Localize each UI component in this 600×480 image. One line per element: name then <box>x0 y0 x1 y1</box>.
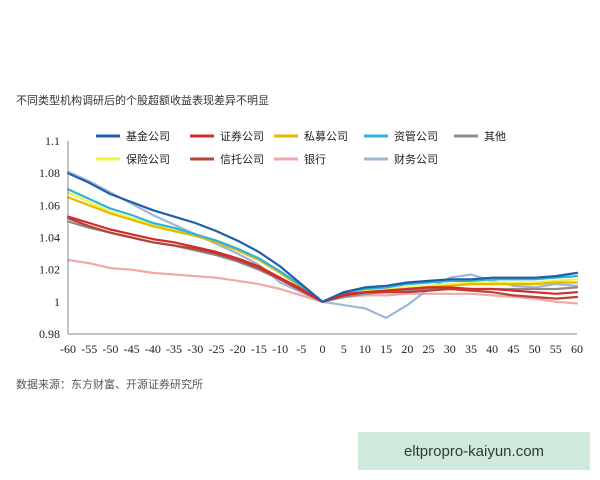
x-tick-label: 55 <box>550 342 562 356</box>
x-tick-label: 30 <box>444 342 456 356</box>
x-tick-label: -40 <box>145 342 161 356</box>
x-tick-label: -35 <box>166 342 182 356</box>
y-tick-label: 1.04 <box>39 231 60 245</box>
x-tick-label: -5 <box>296 342 306 356</box>
legend-label: 证券公司 <box>220 129 264 143</box>
x-tick-label: 50 <box>529 342 541 356</box>
x-tick-label: 45 <box>507 342 519 356</box>
x-tick-label: -20 <box>230 342 246 356</box>
legend-label: 私募公司 <box>304 130 348 143</box>
legend-label: 财务公司 <box>394 152 438 166</box>
x-tick-label: -30 <box>187 342 203 356</box>
x-tick-label: 35 <box>465 342 477 356</box>
x-tick-label: -50 <box>102 342 118 356</box>
x-tick-label: -25 <box>208 342 224 356</box>
y-tick-label: 0.98 <box>39 327 60 341</box>
watermark-badge: eltpropro-kaiyun.com <box>358 432 590 470</box>
x-tick-label: -60 <box>60 342 76 356</box>
series-line <box>66 215 579 303</box>
x-tick-label: 25 <box>423 342 435 356</box>
y-tick-label: 1.06 <box>39 198 60 212</box>
source-note: 数据来源：东方财富、开源证券研究所 <box>16 378 203 391</box>
legend-label: 保险公司 <box>126 152 170 166</box>
legend-label: 其他 <box>484 130 506 143</box>
legend-label: 基金公司 <box>126 129 170 143</box>
plot-area <box>66 170 579 319</box>
legend-label: 资管公司 <box>394 129 438 143</box>
series-line <box>66 172 579 303</box>
series-line <box>66 191 579 303</box>
x-tick-label: 60 <box>571 342 583 356</box>
x-tick-label: -15 <box>251 342 267 356</box>
y-tick-label: 1.02 <box>39 263 60 277</box>
x-tick-label: 40 <box>486 342 498 356</box>
x-tick-label: 20 <box>401 342 413 356</box>
figure-title: 不同类型机构调研后的个股超额收益表现差异不明显 <box>16 94 269 107</box>
x-tick-label: 0 <box>320 342 326 356</box>
x-tick-label: -10 <box>272 342 288 356</box>
legend-label: 银行 <box>304 152 326 166</box>
x-tick-label: 10 <box>359 342 371 356</box>
series-line <box>66 196 579 303</box>
y-tick-label: 1.08 <box>39 166 60 180</box>
x-tick-label: 5 <box>341 342 347 356</box>
x-tick-label: 15 <box>380 342 392 356</box>
y-tick-label: 1 <box>54 295 60 309</box>
y-tick-label: 1.1 <box>45 134 60 148</box>
x-tick-label: -45 <box>124 342 140 356</box>
legend-label: 信托公司 <box>220 152 264 166</box>
x-tick-label: -55 <box>81 342 97 356</box>
